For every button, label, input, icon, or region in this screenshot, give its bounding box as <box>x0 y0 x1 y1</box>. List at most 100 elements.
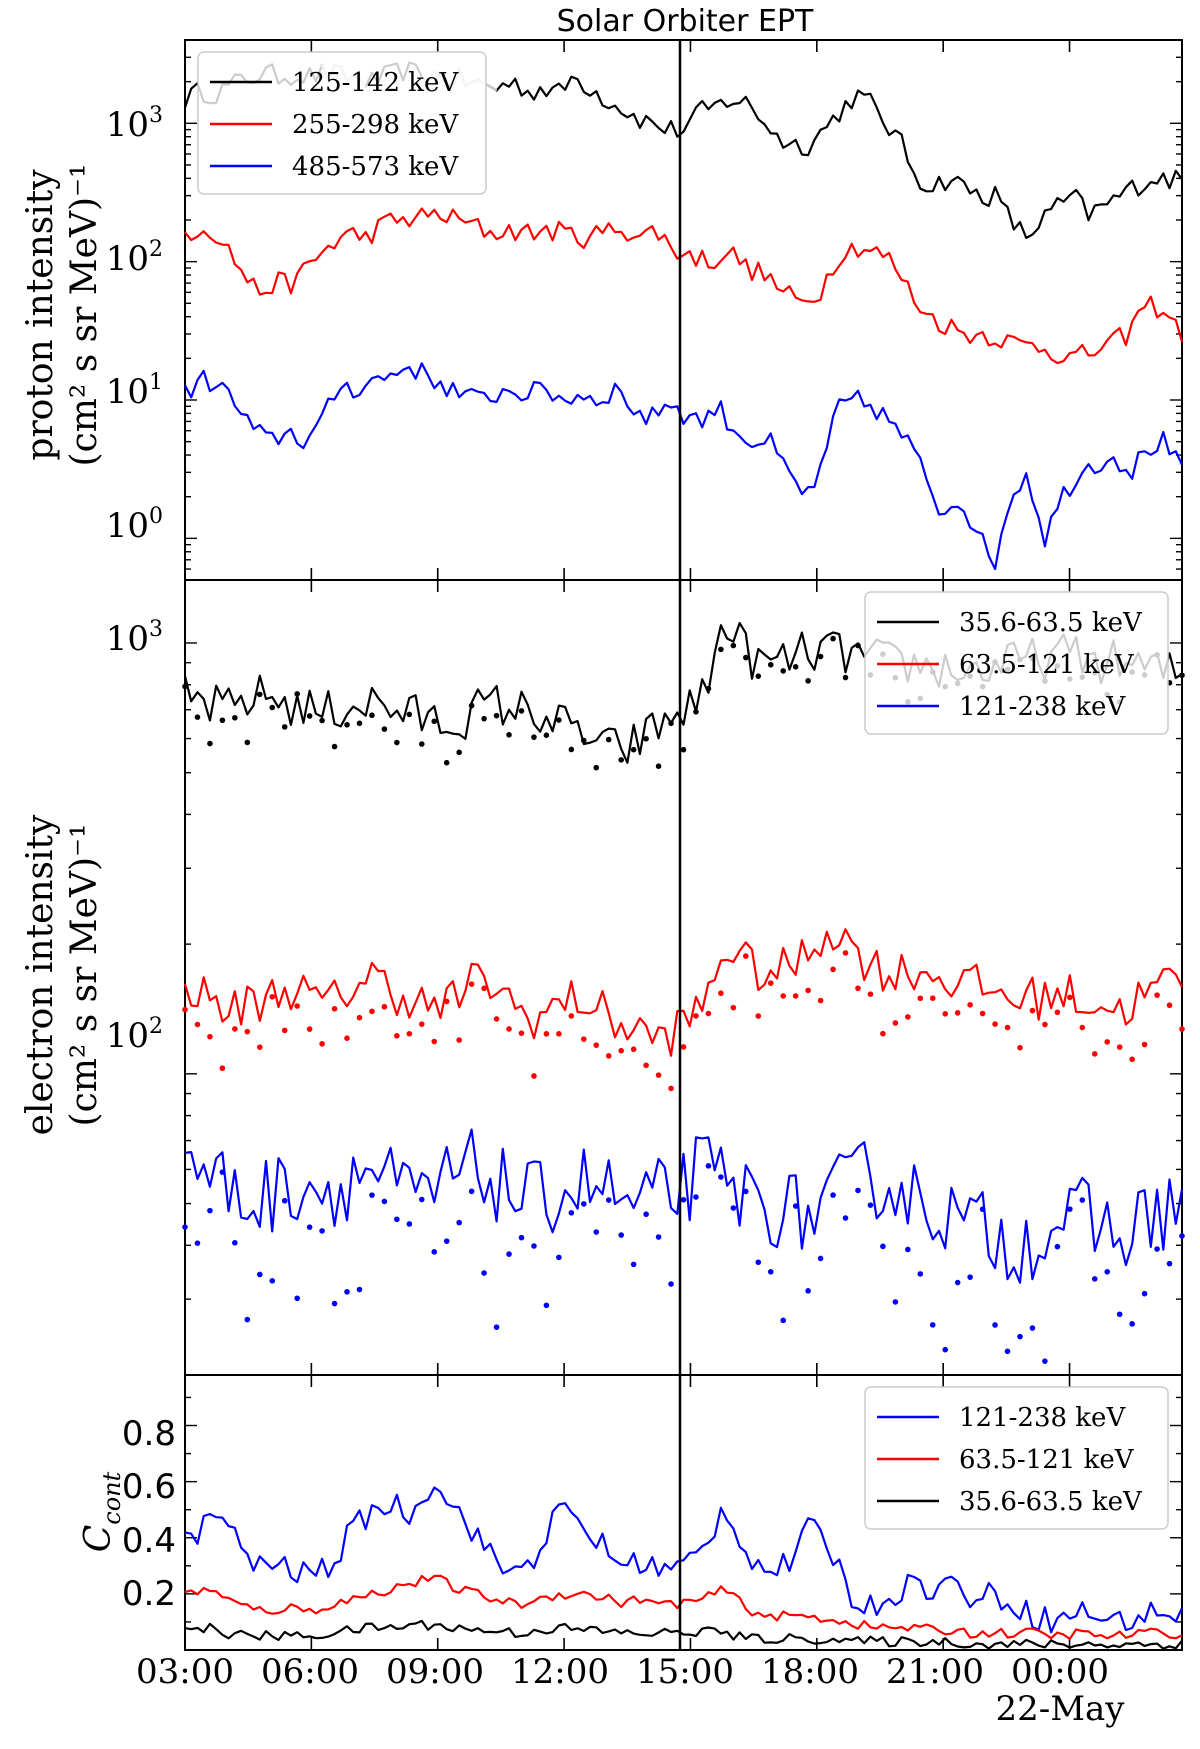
series-dot <box>618 1232 624 1238</box>
series-dot <box>269 993 276 1000</box>
series-line <box>183 928 1183 1057</box>
series-dot <box>493 712 500 719</box>
series-dot <box>917 995 924 1002</box>
series-dot <box>805 1288 811 1294</box>
series-dot <box>867 991 874 997</box>
series-dot <box>481 715 487 722</box>
series-dot <box>1091 1276 1098 1282</box>
cont-ylabel-text: Ccont <box>78 1471 126 1552</box>
series-dot <box>1067 1206 1073 1212</box>
tick-marks <box>184 39 1182 1650</box>
proton-legend: 125-142 keV 255-298 keV 485-573 keV <box>197 51 487 195</box>
series-dot <box>630 1046 637 1053</box>
series-dot <box>593 1042 600 1048</box>
series-dot <box>643 1062 649 1069</box>
series-dot <box>581 737 587 744</box>
series-dot <box>506 732 512 738</box>
legend-label: 125-142 keV <box>292 68 459 98</box>
series-dot <box>780 993 786 999</box>
series-dot <box>568 1210 575 1216</box>
series-dot <box>331 1300 338 1307</box>
series-dot <box>929 995 936 1002</box>
electron-ylabel: electron intensity (cm² s sr MeV)⁻¹ <box>20 814 105 1135</box>
x-tick-label: 00:00 <box>1011 1652 1109 1692</box>
series-dot <box>182 1006 188 1013</box>
series-dot <box>1154 992 1160 998</box>
proton-ylabel: proton intensity (cm² s sr MeV)⁻¹ <box>20 164 105 467</box>
cont-ylabel: Ccont <box>78 1471 126 1552</box>
series-dot <box>356 720 363 727</box>
series-dot <box>294 1003 300 1009</box>
series-dot <box>842 1215 849 1221</box>
series-dot <box>182 683 188 690</box>
series-dot <box>1179 1233 1185 1239</box>
electron-legend: 35.6-63.5 keV 63.5-121 keV 121-238 keV <box>864 591 1169 735</box>
series-dot <box>1166 1260 1173 1267</box>
series-dot <box>281 1197 288 1204</box>
series-dot <box>655 1072 662 1078</box>
series-dot <box>319 717 325 724</box>
series-dot <box>892 1299 899 1305</box>
series-dot <box>755 1013 762 1019</box>
series-dot <box>244 1028 251 1035</box>
series-dot <box>207 740 213 747</box>
series-dot <box>780 668 786 674</box>
series-dot <box>194 714 201 720</box>
series-dot <box>1091 1051 1098 1057</box>
series-dot <box>369 1008 375 1015</box>
series-dot <box>356 1014 363 1021</box>
proton-tick-label: 102 <box>106 237 163 279</box>
series-dot <box>992 1021 998 1027</box>
series-dot <box>792 1203 799 1209</box>
series-dot <box>207 1033 213 1040</box>
series-dot <box>319 1228 325 1234</box>
series-dot <box>543 732 550 738</box>
series-dot <box>1154 1246 1160 1252</box>
cont-tick-label: 0.2 <box>122 1574 176 1614</box>
series-dot <box>805 678 811 684</box>
series-line <box>184 1128 1184 1284</box>
series-dot <box>880 1030 886 1037</box>
x-tick-label: 18:00 <box>761 1652 859 1692</box>
series-dot <box>1179 672 1185 679</box>
series-dot <box>1017 1044 1023 1051</box>
series-dot <box>929 1322 936 1328</box>
series-dot <box>905 1246 911 1253</box>
series-dot <box>605 1053 612 1059</box>
series-dot <box>1042 1021 1048 1028</box>
series-dot <box>493 1016 500 1022</box>
series-dot <box>431 1038 438 1045</box>
series-dot <box>456 1219 462 1226</box>
series-dot <box>182 1224 188 1230</box>
series-dot <box>743 654 749 661</box>
series-dot <box>730 1205 737 1211</box>
series-dot <box>1116 1044 1123 1050</box>
electron-tick-label: 102 <box>106 1014 163 1056</box>
series-dot <box>381 1198 388 1205</box>
series-dot <box>1054 1009 1061 1016</box>
series-dot <box>443 998 450 1005</box>
electron-ylabel-line2: (cm² s sr MeV)⁻¹ <box>64 824 105 1127</box>
series-dot <box>1129 1321 1135 1327</box>
series-dot <box>830 966 836 973</box>
series-dot <box>605 736 612 743</box>
series-dot <box>618 1047 624 1054</box>
series-dot <box>456 1037 462 1043</box>
series-dot <box>942 1011 949 1017</box>
series-dot <box>194 1021 201 1028</box>
series-line <box>184 362 1183 571</box>
contamination-y-ticks: 0.2 0.4 0.6 0.8 <box>122 1414 176 1614</box>
proton-y-ticks: 100 101 102 103 <box>106 103 163 546</box>
series-dot <box>954 1010 961 1016</box>
series-dot <box>294 691 300 697</box>
series-dot <box>643 735 649 742</box>
series-dot <box>817 1255 824 1262</box>
series-line <box>184 207 1184 365</box>
series-dot <box>518 1234 525 1241</box>
series-dot <box>394 1033 400 1039</box>
series-dot <box>1029 1325 1036 1331</box>
series-dot <box>531 1243 537 1249</box>
series-dot <box>306 1026 313 1032</box>
series-dot <box>381 726 388 732</box>
